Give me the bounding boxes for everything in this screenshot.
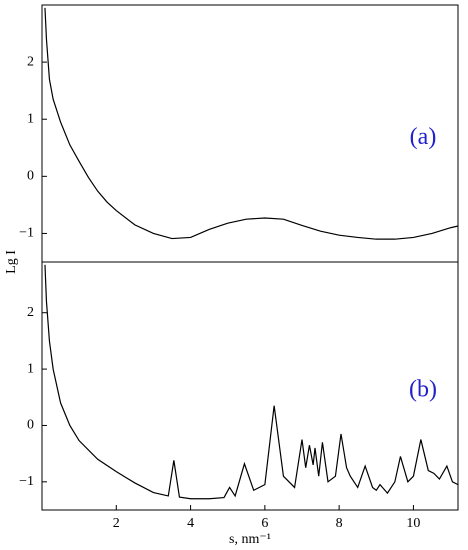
- y-tick-label: 1: [27, 111, 34, 126]
- panel-label: (a): [410, 124, 437, 150]
- y-tick-label: −1: [19, 474, 34, 489]
- y-tick-label: 0: [27, 418, 34, 433]
- y-tick-label: 2: [27, 305, 34, 320]
- x-tick-label: 2: [113, 516, 120, 531]
- y-tick-label: 1: [27, 361, 34, 376]
- x-axis-label: s, nm⁻¹: [229, 532, 271, 547]
- y-tick-label: −1: [19, 226, 34, 241]
- y-axis-label: Lg I: [4, 250, 19, 274]
- data-line: [44, 7, 459, 240]
- plot-frame: [41, 261, 459, 511]
- x-tick-label: 6: [261, 516, 268, 531]
- data-line: [44, 264, 459, 500]
- y-tick-label: 0: [27, 169, 34, 184]
- plot-frame: [41, 4, 459, 263]
- y-tick-label: 2: [27, 54, 34, 69]
- x-tick-label: 4: [187, 516, 194, 531]
- x-tick-label: 8: [336, 516, 343, 531]
- panel-label: (b): [409, 376, 437, 402]
- x-tick-label: 10: [406, 516, 420, 531]
